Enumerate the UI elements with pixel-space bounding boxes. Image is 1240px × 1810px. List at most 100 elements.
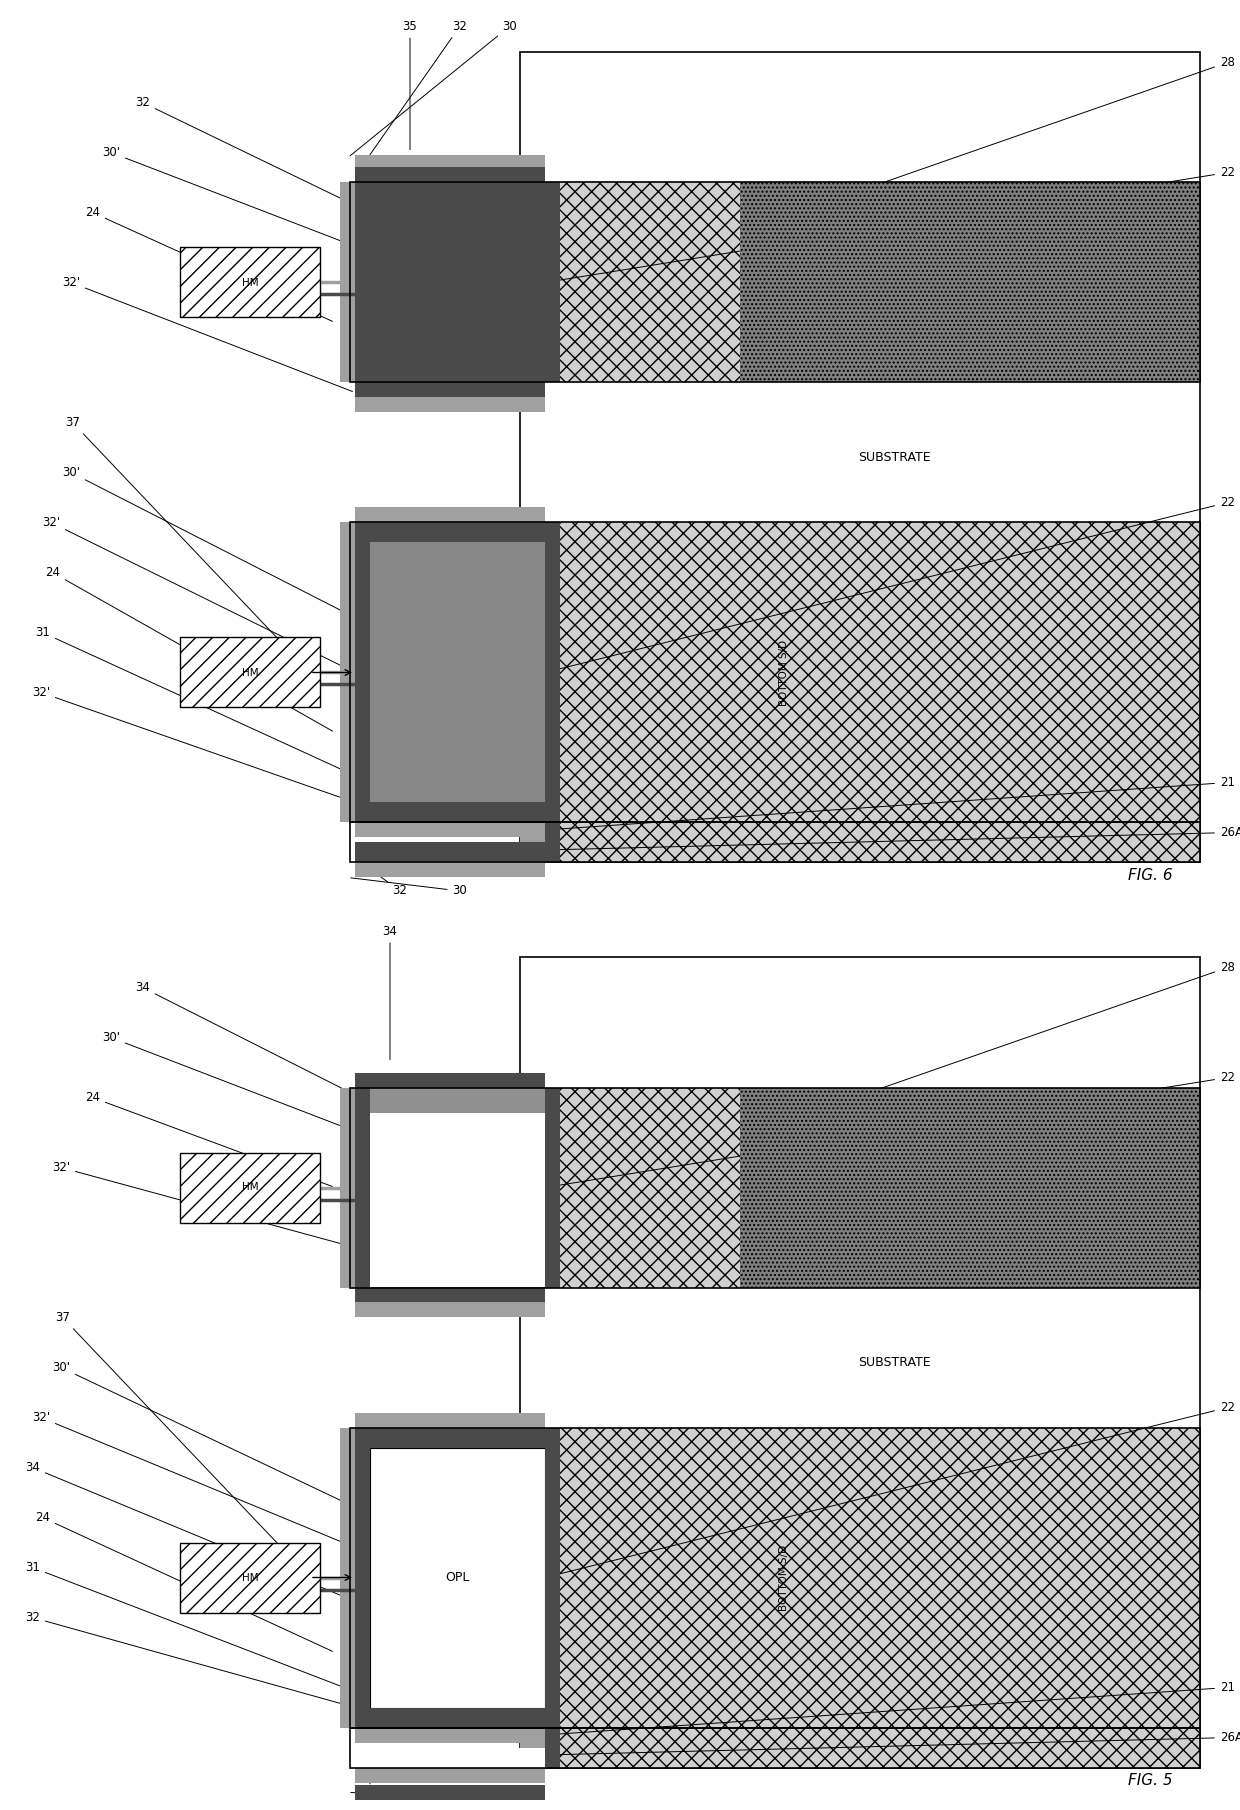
Text: 22: 22 (548, 496, 1235, 672)
Bar (546, 1088, 560, 1287)
Bar (340, 523, 355, 822)
Bar (520, 52, 1200, 863)
Text: SUBSTRATE: SUBSTRATE (858, 1356, 930, 1368)
Bar (355, 1707, 546, 1727)
Bar (546, 1428, 560, 1727)
Bar (355, 822, 546, 838)
Bar (355, 1428, 370, 1727)
Bar (520, 1727, 1200, 1743)
Bar (355, 1727, 546, 1743)
Bar (350, 1428, 1200, 1727)
Bar (355, 523, 546, 543)
Bar (180, 1542, 320, 1613)
Text: 21: 21 (548, 1681, 1235, 1734)
Text: 32': 32' (42, 516, 352, 672)
Text: 26A: 26A (548, 1730, 1240, 1756)
Text: 28: 28 (743, 961, 1235, 1137)
Text: HM: HM (242, 668, 258, 677)
Text: 32': 32' (62, 275, 352, 391)
Text: 30': 30' (351, 1790, 498, 1803)
Text: 35: 35 (403, 20, 418, 150)
Text: 37: 37 (55, 1310, 308, 1575)
Bar (355, 1747, 546, 1768)
Bar (355, 1428, 546, 1448)
Bar (355, 1303, 546, 1318)
Bar (520, 957, 1200, 1768)
Bar (370, 1448, 546, 1707)
Bar (180, 248, 320, 317)
Text: 32: 32 (371, 869, 408, 898)
Bar (355, 1768, 546, 1783)
Bar (520, 838, 1200, 863)
Bar (370, 543, 546, 802)
Text: 31: 31 (35, 626, 367, 782)
Bar (740, 183, 1200, 382)
Text: 31: 31 (25, 1560, 367, 1696)
Bar (560, 183, 1200, 382)
Bar (355, 523, 370, 822)
Text: 30': 30' (62, 465, 342, 612)
Text: 30': 30' (102, 1032, 342, 1126)
Text: 24: 24 (45, 567, 332, 731)
Text: OPL: OPL (445, 1571, 470, 1584)
Text: 32: 32 (371, 1788, 438, 1803)
Text: 34: 34 (25, 1461, 367, 1607)
Text: 34: 34 (135, 981, 367, 1100)
Text: HM: HM (242, 277, 258, 288)
Bar (350, 1088, 1200, 1287)
Text: 30': 30' (102, 147, 342, 241)
Text: 22: 22 (548, 1401, 1235, 1577)
Bar (560, 1088, 1200, 1287)
Text: 32: 32 (25, 1611, 352, 1707)
Bar (355, 863, 546, 878)
Text: 32: 32 (370, 20, 467, 156)
Bar (180, 1153, 320, 1222)
Text: 30: 30 (351, 878, 467, 898)
Bar (340, 1428, 355, 1727)
Text: HM: HM (242, 1573, 258, 1582)
Bar (520, 822, 1200, 838)
Bar (546, 1727, 560, 1768)
Text: 21: 21 (548, 776, 1235, 829)
Bar (355, 1287, 546, 1303)
Bar (355, 183, 370, 382)
Bar (350, 1727, 1200, 1768)
Bar (560, 523, 1200, 822)
Bar (355, 168, 546, 183)
Text: BOTTOM S/D: BOTTOM S/D (779, 639, 789, 706)
Bar (355, 156, 546, 168)
Bar (560, 822, 1200, 863)
Bar (355, 1785, 546, 1799)
Text: 32': 32' (32, 686, 352, 802)
Bar (355, 507, 546, 523)
Bar (370, 183, 546, 382)
Bar (355, 1412, 546, 1428)
Text: BOTTOM S/D: BOTTOM S/D (779, 1544, 789, 1611)
Text: FIG. 6: FIG. 6 (1127, 867, 1172, 883)
Text: 22: 22 (548, 1072, 1235, 1187)
Bar (340, 183, 355, 382)
Text: 26A: 26A (548, 825, 1240, 851)
Text: 28: 28 (743, 56, 1235, 232)
Bar (546, 523, 560, 822)
Bar (355, 1088, 370, 1287)
Text: 24: 24 (86, 1091, 332, 1187)
Bar (740, 1088, 1200, 1287)
Text: FIG. 5: FIG. 5 (1127, 1772, 1172, 1788)
Text: 37: 37 (66, 416, 308, 670)
Bar (350, 523, 1200, 822)
Bar (546, 822, 560, 863)
Bar (340, 1088, 355, 1287)
Text: SUBSTRATE: SUBSTRATE (858, 451, 930, 463)
Bar (355, 398, 546, 413)
Text: 30: 30 (350, 20, 517, 156)
Bar (355, 802, 546, 822)
Bar (355, 842, 546, 863)
Bar (546, 183, 560, 382)
Text: 34: 34 (383, 925, 398, 1059)
Bar (350, 183, 1200, 382)
Text: 24: 24 (86, 206, 332, 322)
Text: 24: 24 (35, 1511, 332, 1651)
Text: 22: 22 (548, 167, 1235, 282)
Text: 32': 32' (32, 1412, 352, 1546)
